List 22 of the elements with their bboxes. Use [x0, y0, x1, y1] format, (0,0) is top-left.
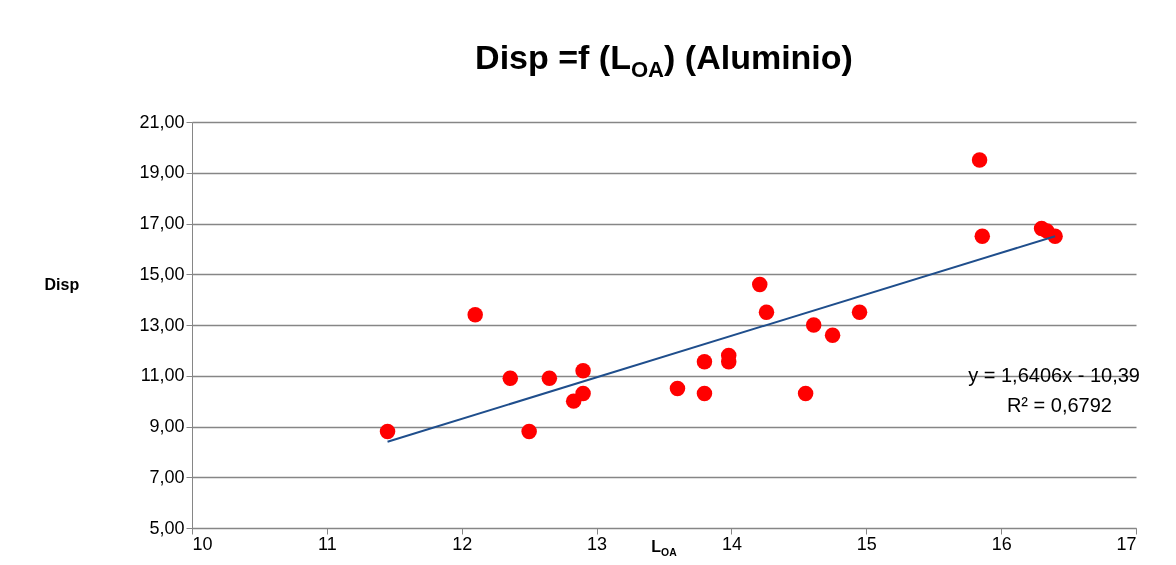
x-tick-label: 15 [856, 533, 877, 554]
y-tick-label: 7,00 [149, 466, 185, 487]
chart-title: Disp =f (L$_{OA}$) (Aluminio) [474, 38, 854, 83]
y-tick-label: 9,00 [149, 416, 185, 436]
x-tick-label: 13 [587, 533, 608, 554]
x-tick-label: 10 [192, 533, 213, 554]
x-tick-label: 12 [452, 533, 473, 554]
annotation: y = 1,6406x - 10,39 [968, 364, 1140, 387]
x-tick-label: 14 [721, 533, 742, 554]
x-tick-label: 16 [991, 533, 1012, 554]
x-tick-label: 11 [318, 533, 337, 554]
y-tick-label: 15,00 [139, 263, 185, 284]
y-axis-title: Disp [44, 275, 80, 293]
y-tick-label: 13,00 [139, 314, 185, 335]
y-tick-label: 19,00 [139, 162, 185, 183]
x-axis-title: L$_{OA}$ [651, 538, 677, 559]
x-tick-label: 17 [1116, 533, 1137, 554]
annotation: R² = 0,6792 [1006, 394, 1112, 417]
y-tick-label: 5,00 [149, 517, 185, 538]
y-tick-label: 21,00 [139, 111, 185, 132]
y-tick-label: 11,00 [140, 365, 185, 386]
y-tick-label: 17,00 [139, 213, 185, 233]
